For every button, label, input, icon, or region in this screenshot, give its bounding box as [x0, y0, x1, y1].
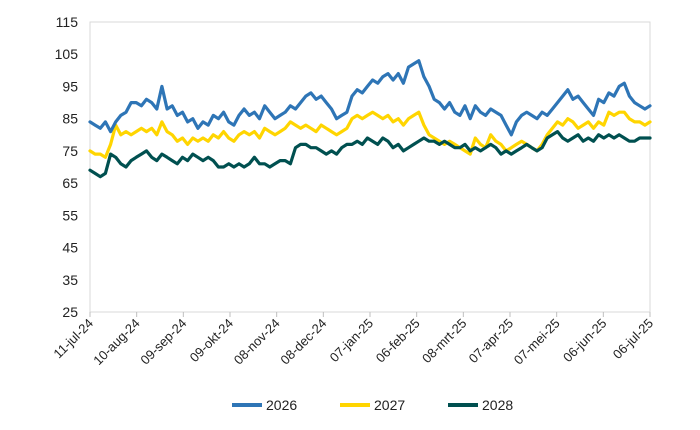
- legend-label-2027: 2027: [374, 397, 405, 413]
- series-lines: [88, 59, 652, 179]
- y-tick-label: 55: [62, 207, 78, 223]
- y-axis: 25 35 45 55 65 75 85 95 105 115: [55, 14, 79, 320]
- y-tick-label: 115: [56, 14, 79, 30]
- y-tick-label: 35: [62, 272, 78, 288]
- x-tick-label: 09-okt-24: [187, 316, 236, 365]
- x-tick-label: 07-apr-25: [466, 316, 516, 366]
- y-tick-label: 105: [55, 46, 79, 62]
- x-tick-label: 06-jul-25: [610, 316, 656, 362]
- y-tick-label: 45: [62, 240, 78, 256]
- y-tick-label: 25: [62, 304, 78, 320]
- x-tick-label: 10-aug-24: [90, 316, 143, 369]
- y-tick-label: 75: [62, 143, 78, 159]
- x-tick-label: 06-feb-25: [373, 316, 423, 366]
- x-tick-label: 08-dec-24: [277, 316, 329, 368]
- legend-label-2026: 2026: [266, 397, 297, 413]
- x-tick-label: 08-mrt-25: [419, 316, 469, 366]
- x-tick-label: 07-jan-25: [327, 316, 376, 365]
- x-tick-label: 08-nov-24: [231, 316, 283, 368]
- x-axis: 11-jul-2410-aug-2409-sep-2409-okt-2408-n…: [50, 312, 656, 368]
- legend-label-2028: 2028: [482, 397, 513, 413]
- series-line-2028: [88, 130, 652, 179]
- y-tick-label: 95: [62, 78, 78, 94]
- x-tick-label: 07-mei-25: [511, 316, 563, 368]
- y-tick-label: 65: [62, 175, 78, 191]
- plot-area: [89, 21, 651, 313]
- legend: 2026 2027 2028: [232, 397, 513, 413]
- x-tick-label: 09-sep-24: [137, 316, 189, 368]
- x-tick-label: 06-jun-25: [560, 316, 609, 365]
- y-tick-label: 85: [62, 111, 78, 127]
- x-tick-label: 11-jul-24: [50, 316, 96, 362]
- series-line-2027: [88, 110, 652, 159]
- series-line-2026: [88, 59, 652, 137]
